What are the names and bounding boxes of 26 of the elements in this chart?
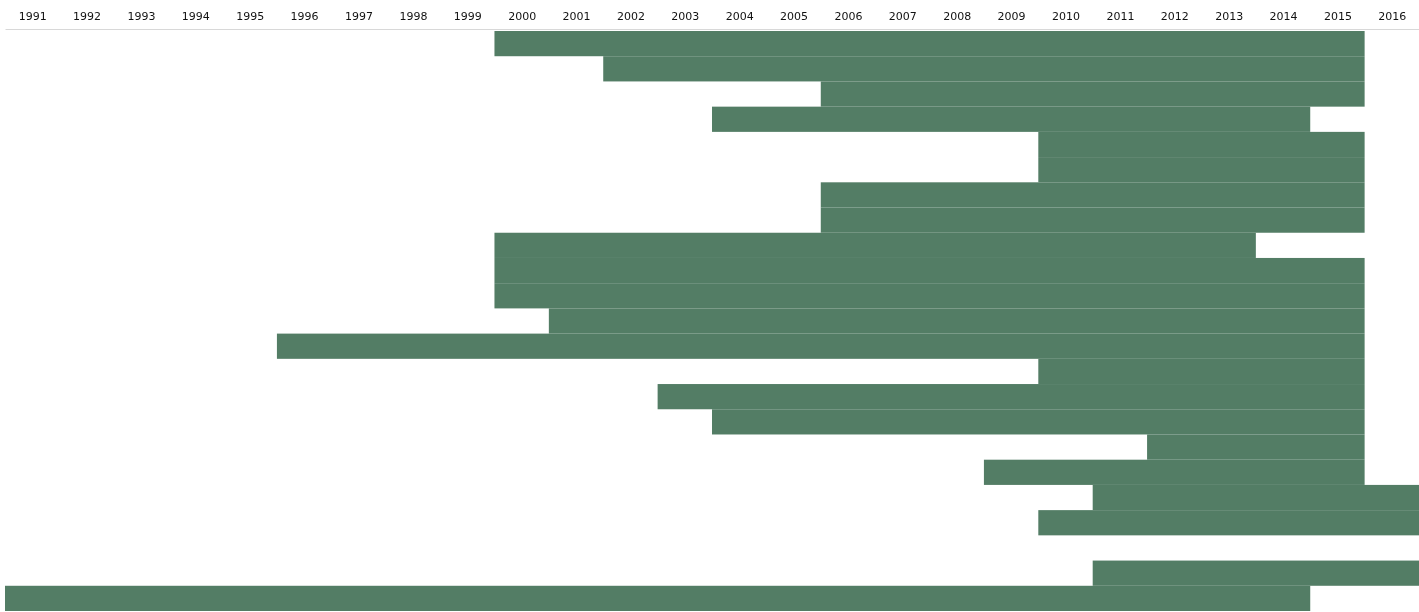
x-tick-label: 2013 — [1215, 10, 1244, 23]
x-tick-label: 2004 — [725, 10, 754, 23]
x-tick-label: 2016 — [1378, 10, 1407, 23]
x-tick-label: 1992 — [73, 10, 102, 23]
x-tick-label: 1993 — [127, 10, 156, 23]
x-tick-label: 2008 — [943, 10, 972, 23]
x-tick-label: 2001 — [562, 10, 591, 23]
x-tick-label: 2005 — [780, 10, 809, 23]
x-tick-label: 1998 — [399, 10, 428, 23]
x-tick-label: 2000 — [508, 10, 537, 23]
x-tick-label: 1999 — [453, 10, 482, 23]
x-tick-label: 2014 — [1269, 10, 1298, 23]
x-tick-label: 1997 — [345, 10, 373, 23]
x-tick-label: 1991 — [18, 10, 47, 23]
x-tick-label: 2010 — [1052, 10, 1080, 23]
x-tick-label: 2012 — [1160, 10, 1189, 23]
x-tick-label: 2009 — [997, 10, 1026, 23]
x-tick-label: 2015 — [1323, 10, 1352, 23]
x-tick-label: 2002 — [616, 10, 645, 23]
x-tick-label: 2006 — [834, 10, 863, 23]
x-tick-label: 2011 — [1106, 10, 1135, 23]
x-tick-label: 1995 — [236, 10, 265, 23]
x-tick-label: 1996 — [290, 10, 319, 23]
x-tick-label: 1994 — [181, 10, 210, 23]
x-tick-label: 2007 — [888, 10, 917, 23]
x-tick-label: 2003 — [671, 10, 700, 23]
